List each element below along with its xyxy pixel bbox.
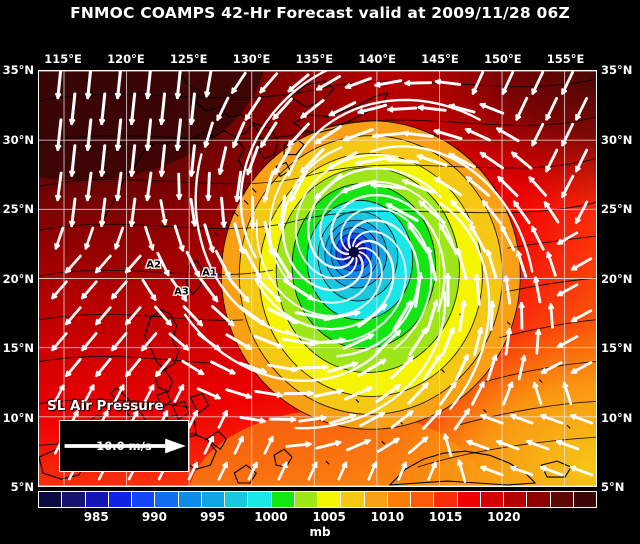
colorbar-tick-1005: 1005 xyxy=(312,510,346,524)
colorbar-swatch-3 xyxy=(108,492,132,507)
longitude-tick-130: 130°E xyxy=(232,52,271,66)
colorbar-swatch-8 xyxy=(225,492,249,507)
longitude-tick-120: 120°E xyxy=(107,52,145,66)
colorbar-swatch-1 xyxy=(62,492,86,507)
latitude-tick-left-5: 5°N xyxy=(10,480,34,494)
vector-key-arrow-icon xyxy=(64,438,186,454)
colorbar-tick-1000: 1000 xyxy=(254,510,288,524)
latitude-tick-right-10: 10°N xyxy=(601,410,633,425)
vector-scale-key: 10.0 m/s xyxy=(59,420,189,472)
colorbar-swatch-14 xyxy=(364,492,388,507)
field-label: SL Air Pressure xyxy=(47,398,164,414)
colorbar-swatch-18 xyxy=(457,492,481,507)
latitude-tick-right-30: 30°N xyxy=(601,132,633,147)
colorbar-swatch-7 xyxy=(201,492,225,507)
latitude-tick-right-5: 5°N xyxy=(601,480,625,494)
latitude-tick-right-25: 25°N xyxy=(601,202,633,216)
latitude-tick-left-30: 30°N xyxy=(2,132,34,147)
colorbar-swatch-0 xyxy=(39,492,63,507)
colorbar-swatch-20 xyxy=(504,492,528,507)
longitude-tick-145: 145°E xyxy=(421,52,459,66)
colorbar-swatch-21 xyxy=(527,492,551,507)
wind-vector-field xyxy=(50,71,594,483)
latitude-tick-left-20: 20°N xyxy=(2,271,34,286)
colorbar-swatch-16 xyxy=(411,492,435,507)
latitude-tick-left-35: 35°N xyxy=(2,63,34,77)
colorbar-tick-995: 995 xyxy=(200,510,226,524)
latitude-tick-right-20: 20°N xyxy=(601,271,633,286)
colorbar-swatch-10 xyxy=(271,492,295,507)
map-gridlines xyxy=(39,71,596,486)
colorbar-swatch-6 xyxy=(178,492,202,507)
colorbar-swatch-2 xyxy=(85,492,109,507)
colorbar-swatch-9 xyxy=(248,492,272,507)
colorbar-tick-985: 985 xyxy=(83,510,109,524)
colorbar-swatch-22 xyxy=(550,492,574,507)
longitude-tick-140: 140°E xyxy=(358,52,396,66)
latitude-tick-left-15: 15°N xyxy=(2,341,34,355)
colorbar-swatch-12 xyxy=(318,492,342,507)
colorbar-tick-1020: 1020 xyxy=(487,510,521,524)
longitude-tick-150: 150°E xyxy=(483,52,522,66)
pressure-field xyxy=(39,71,596,486)
colorbar-tick-1010: 1010 xyxy=(370,510,405,524)
colorbar-unit-label: mb xyxy=(309,525,331,539)
pressure-colorbar[interactable] xyxy=(38,491,597,508)
latitude-tick-left-25: 25°N xyxy=(2,202,34,216)
colorbar-swatch-13 xyxy=(341,492,365,507)
cyclone-spiral-bands xyxy=(183,71,534,430)
colorbar-tick-1015: 1015 xyxy=(428,510,463,524)
colorbar-swatch-15 xyxy=(387,492,411,507)
colorbar-tick-labels: 985 990 995 1000 1005 1010 1015 1020 xyxy=(38,510,597,526)
colorbar-swatch-4 xyxy=(132,492,156,507)
figure-title: FNMOC COAMPS 42-Hr Forecast valid at 200… xyxy=(70,4,570,22)
longitude-tick-125: 125°E xyxy=(169,52,208,66)
longitude-tick-155: 155°E xyxy=(546,52,585,66)
colorbar-swatch-5 xyxy=(155,492,179,507)
latitude-tick-right-15: 15°N xyxy=(601,341,633,355)
latitude-tick-left-10: 10°N xyxy=(2,410,34,425)
map-canvas xyxy=(39,71,596,486)
colorbar-swatch-23 xyxy=(573,492,596,507)
colorbar-swatch-19 xyxy=(480,492,504,507)
latitude-tick-right-35: 35°N xyxy=(601,63,633,77)
longitude-tick-115: 115°E xyxy=(44,52,82,66)
colorbar-swatch-11 xyxy=(294,492,318,507)
longitude-tick-135: 135°E xyxy=(295,52,334,66)
colorbar-swatch-17 xyxy=(434,492,458,507)
longitude-axis-top: 115°E 120°E 125°E 130°E 135°E 140°E 145°E 150°E… xyxy=(38,52,597,66)
colorbar-tick-990: 990 xyxy=(141,510,167,524)
